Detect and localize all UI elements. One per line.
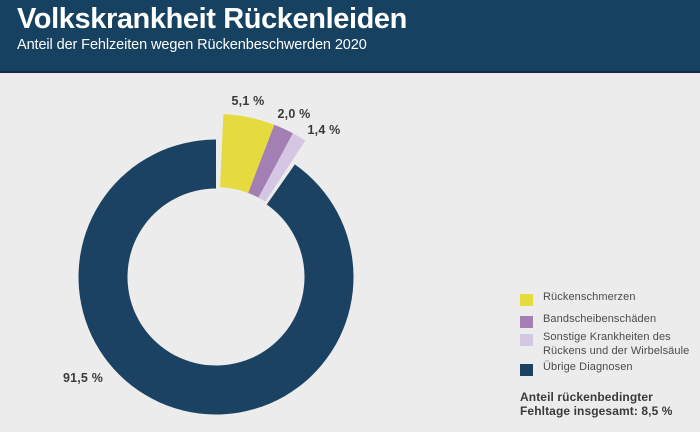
slice-label-uebrige-diagnosen: 91,5 %: [62, 371, 104, 385]
legend-item-bandscheibenschaeden: Bandscheibenschäden: [520, 312, 656, 328]
legend-item-sonstige: Sonstige Krankheiten des Rückens und der…: [520, 330, 689, 358]
page-title: Volkskrankheit Rückenleiden: [17, 3, 407, 35]
legend-label: Rückenschmerzen: [543, 291, 636, 303]
donut-segment-0: [220, 114, 275, 193]
legend-label: Bandscheibenschäden: [543, 313, 657, 325]
page-subtitle: Anteil der Fehlzeiten wegen Rückenbeschw…: [17, 37, 367, 53]
donut-segment-3: [78, 139, 354, 415]
donut-segment-2: [258, 133, 306, 202]
slice-label-rueckenschmerzen: 5,1 %: [231, 94, 265, 108]
slice-label-bandscheibenschaeden: 2,0 %: [277, 107, 311, 121]
legend-label: Sonstige Krankheiten des Rückens und der…: [543, 331, 690, 357]
legend-item-rueckenschmerzen: Rückenschmerzen: [520, 290, 636, 306]
legend-swatch-purple-icon: [520, 315, 533, 328]
legend-item-uebrige-diagnosen: Übrige Diagnosen: [520, 360, 633, 376]
total-note: Anteil rückenbedingter Fehltage insgesam…: [520, 390, 673, 418]
legend-swatch-yellow-icon: [520, 293, 533, 306]
donut-segment-1: [248, 124, 293, 198]
legend-swatch-lavender-icon: [520, 333, 533, 346]
legend-label: Übrige Diagnosen: [543, 361, 633, 373]
slice-label-sonstige: 1,4 %: [307, 123, 341, 137]
legend-swatch-navy-icon: [520, 363, 533, 376]
header-band: Volkskrankheit Rückenleiden Anteil der F…: [0, 0, 700, 73]
